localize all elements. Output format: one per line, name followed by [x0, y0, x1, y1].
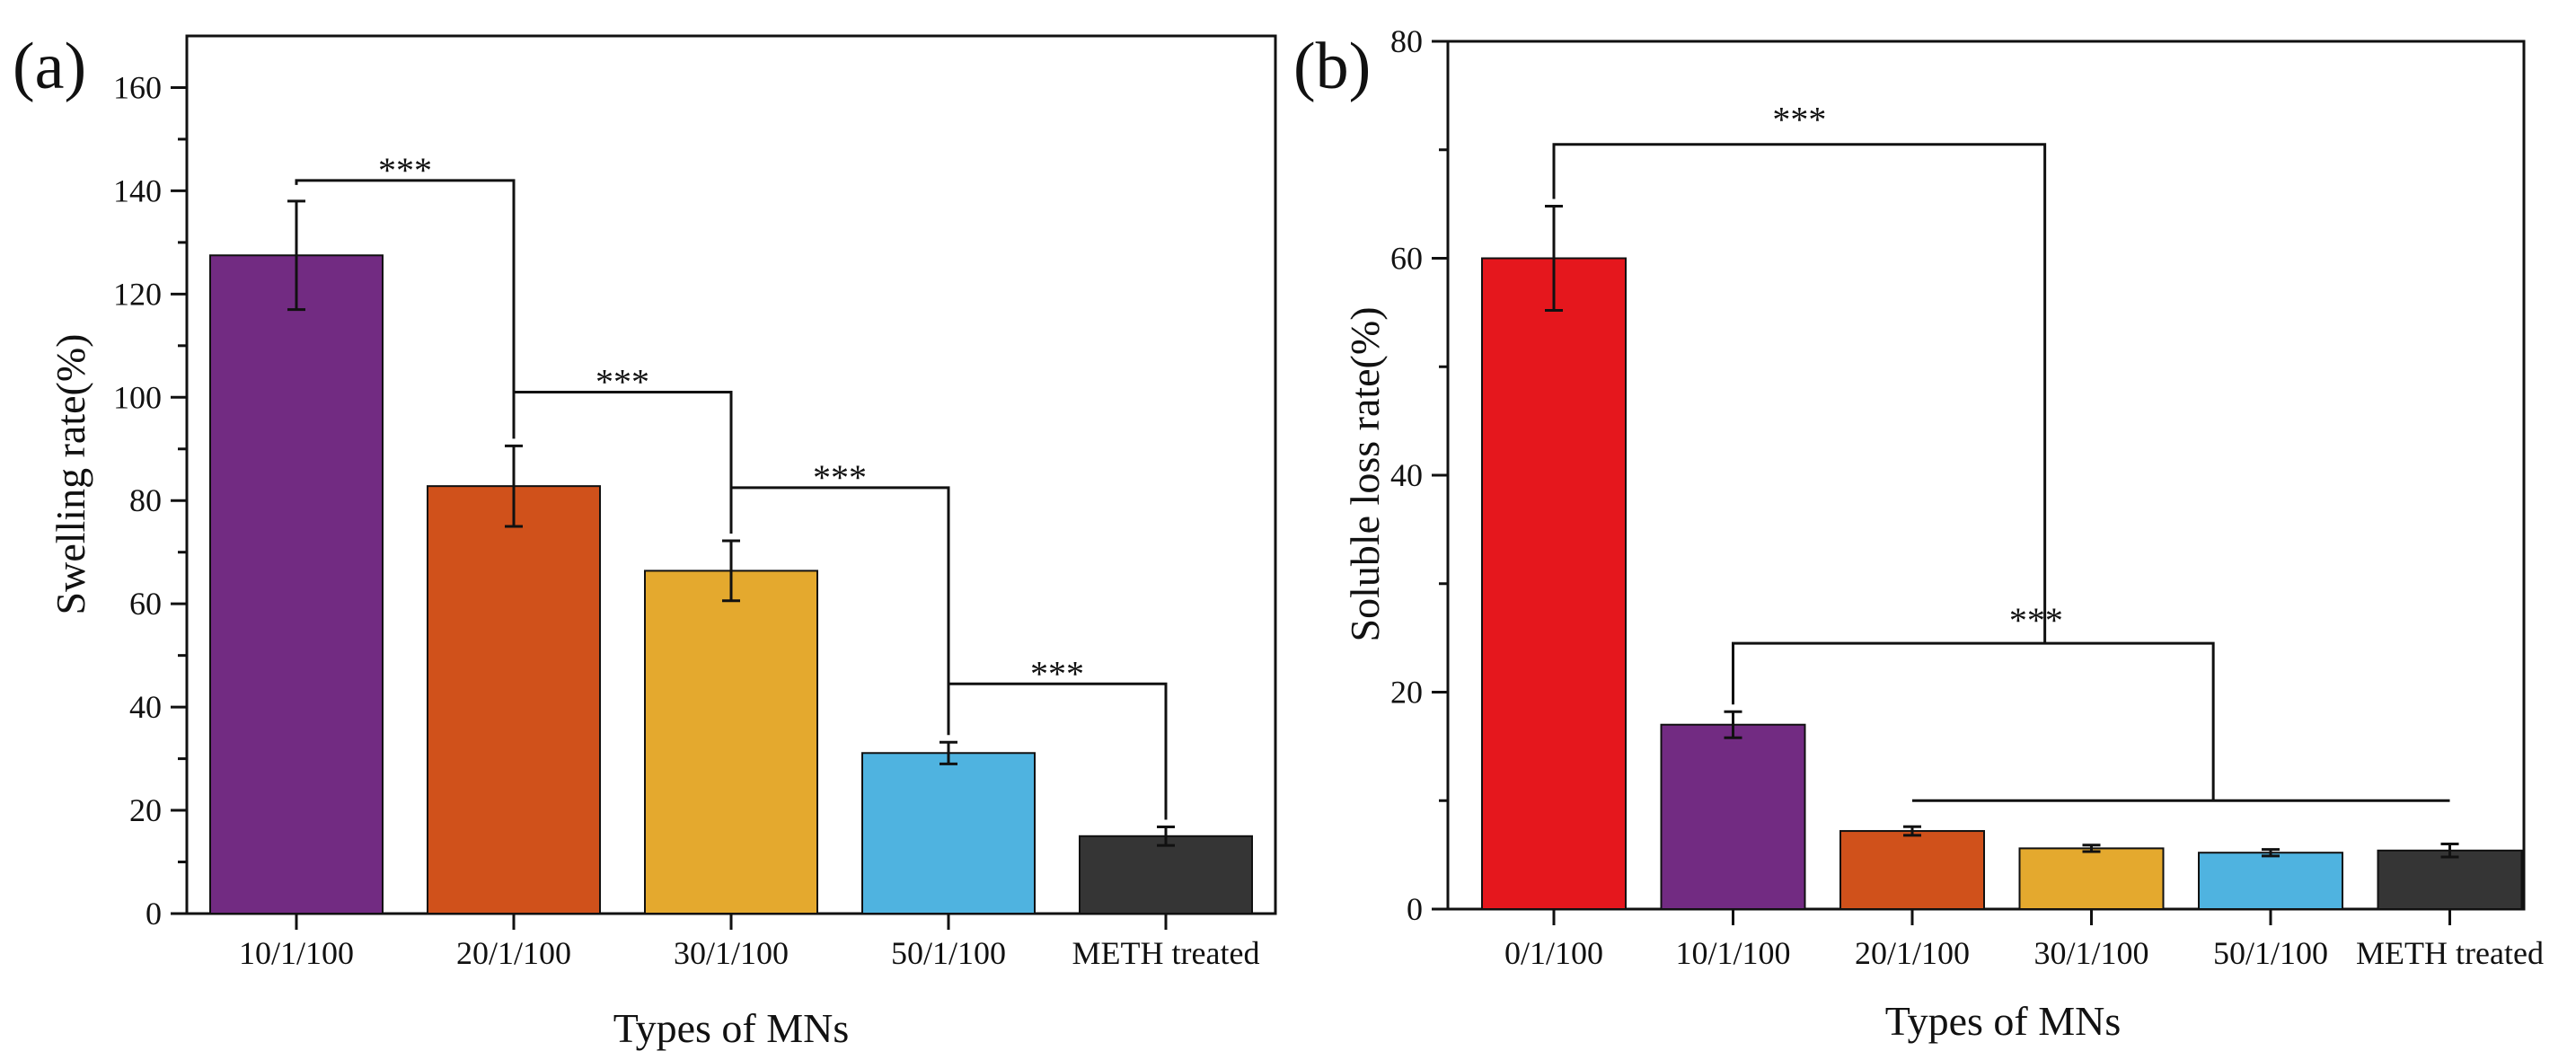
- panel-a-letter: (a): [13, 30, 86, 103]
- y-tick-label: 20: [129, 792, 162, 828]
- y-tick-label: 160: [113, 69, 162, 105]
- x-category-label: METH treated: [1072, 935, 1260, 971]
- panel-b-y-axis-title: Soluble loss rate(%): [1342, 306, 1388, 641]
- significance-bracket: [512, 391, 733, 534]
- bar-meth-treated: [1079, 835, 1253, 915]
- y-tick-label: 40: [129, 689, 162, 725]
- significance-label: ***: [2009, 600, 2063, 640]
- x-category-label: 10/1/100: [1675, 935, 1790, 971]
- y-tick-label: 60: [129, 586, 162, 622]
- y-tick-label: 20: [1390, 675, 1423, 711]
- significance-bracket: [1732, 641, 2215, 801]
- significance-label: ***: [595, 362, 649, 402]
- y-tick-label: 140: [113, 172, 162, 208]
- bar-0-1-100: [1481, 257, 1627, 910]
- significance-bracket: [729, 486, 950, 736]
- panel-b-chart: (b) 0 20 40 60 80 0/1/100 10/1/100 20/1/100 30/…: [1293, 23, 2544, 1044]
- bar-50-1-100: [2198, 852, 2343, 911]
- y-tick-label: 100: [113, 379, 162, 415]
- bar-30-1-100: [644, 570, 818, 914]
- y-tick-label: 40: [1390, 457, 1423, 493]
- x-category-label: 0/1/100: [1504, 935, 1603, 971]
- x-category-label: 20/1/100: [1855, 935, 1970, 971]
- bar-meth-treated: [2377, 849, 2523, 910]
- bar-30-1-100: [2018, 847, 2165, 911]
- panel-a-y-axis-title: Swelling rate(%): [48, 334, 93, 615]
- x-category-label: METH treated: [2356, 935, 2544, 971]
- panel-a-chart: (a) 0 20 40 60 80 100 120 140 160 10/1/100 20/1/1…: [13, 30, 1277, 1051]
- significance-bracket: [1552, 143, 2047, 644]
- x-category-label: 50/1/100: [2213, 935, 2328, 971]
- x-category-label: 30/1/100: [2033, 935, 2148, 971]
- panel-b-letter: (b): [1293, 30, 1371, 103]
- x-category-label: 10/1/100: [239, 935, 354, 971]
- significance-label: ***: [813, 457, 867, 498]
- bar-20-1-100: [1839, 830, 1985, 910]
- x-category-label: 20/1/100: [456, 935, 571, 971]
- bar-20-1-100: [427, 485, 601, 915]
- bar-10-1-100: [1660, 723, 1806, 910]
- panel-b-x-axis-title: Types of MNs: [1885, 998, 2122, 1044]
- y-tick-label: 0: [1407, 891, 1423, 927]
- y-tick-label: 0: [146, 896, 162, 932]
- y-tick-label: 60: [1390, 241, 1423, 277]
- significance-label: ***: [1772, 100, 1826, 140]
- y-tick-label: 80: [1390, 23, 1423, 59]
- significance-bracket: [947, 682, 1168, 820]
- x-category-label: 30/1/100: [674, 935, 789, 971]
- y-tick-label: 80: [129, 482, 162, 518]
- significance-label: ***: [1030, 653, 1084, 693]
- x-category-label: 50/1/100: [891, 935, 1006, 971]
- panel-a-x-axis-title: Types of MNs: [613, 1005, 850, 1051]
- significance-bracket: [295, 179, 516, 439]
- y-tick-label: 120: [113, 276, 162, 312]
- bar-50-1-100: [861, 752, 1036, 915]
- bar-10-1-100: [209, 254, 384, 914]
- significance-label: ***: [378, 150, 432, 190]
